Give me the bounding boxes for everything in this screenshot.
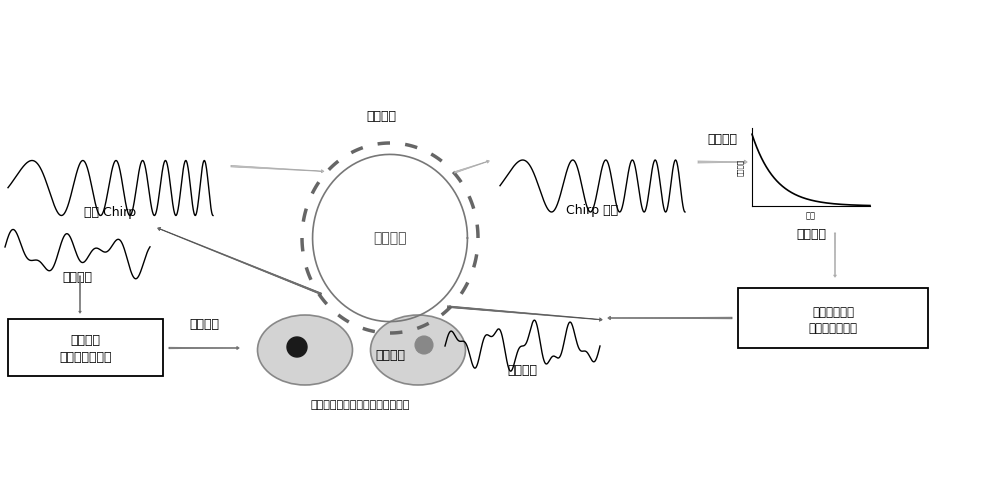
Text: 二次激励: 二次激励 — [375, 349, 405, 362]
Text: 一次激励: 一次激励 — [366, 110, 396, 123]
Bar — [8, 319, 163, 376]
Text: 频率: 频率 — [806, 211, 816, 220]
Text: 数値分析: 数値分析 — [707, 133, 737, 146]
Text: 混频信号: 混频信号 — [508, 364, 538, 377]
Text: 频差法：分别基于幅値、相位重建: 频差法：分别基于幅値、相位重建 — [310, 400, 410, 410]
Text: 线形 Chirp: 线形 Chirp — [84, 206, 137, 219]
Circle shape — [287, 337, 307, 357]
Text: 正交解调: 正交解调 — [70, 334, 100, 347]
Text: 混频响应: 混频响应 — [62, 271, 92, 284]
Text: 分析敏感带宽: 分析敏感带宽 — [812, 305, 854, 319]
Text: Chirp 响应: Chirp 响应 — [566, 204, 619, 217]
Text: 被测介质: 被测介质 — [373, 231, 407, 245]
Text: 分析幅値与相位: 分析幅値与相位 — [59, 351, 112, 364]
Text: 幅一频率: 幅一频率 — [737, 159, 744, 176]
Text: 幅频曲线: 幅频曲线 — [796, 228, 826, 241]
Ellipse shape — [258, 315, 352, 385]
Ellipse shape — [370, 315, 466, 385]
Text: 自定义混频信号: 自定义混频信号 — [808, 323, 858, 336]
Circle shape — [415, 336, 433, 354]
Text: 图像重建: 图像重建 — [189, 318, 219, 331]
Bar — [738, 288, 928, 348]
